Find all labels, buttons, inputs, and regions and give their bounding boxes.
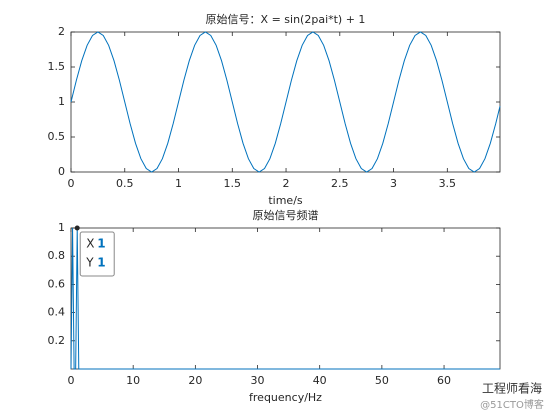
y-tick-label: 1 <box>58 221 65 234</box>
x-tick-label: 1 <box>175 177 182 190</box>
y-tick-label: 0 <box>58 165 65 178</box>
x-tick-label: 0.5 <box>116 177 134 190</box>
datatip-box <box>79 231 115 277</box>
y-tick-label: 0.6 <box>48 277 66 290</box>
x-tick-label: 40 <box>313 374 327 387</box>
x-tick-label: 60 <box>437 374 451 387</box>
x-tick-label: 50 <box>375 374 389 387</box>
watermark: 工程师看海 <box>482 381 542 396</box>
y-tick-label: 0.4 <box>48 306 66 319</box>
datatip-label: Y <box>85 256 94 270</box>
datatip-marker <box>74 225 80 231</box>
y-tick-label: 0.5 <box>48 130 66 143</box>
axes <box>70 31 501 173</box>
y-tick-label: 0.8 <box>48 249 66 262</box>
chart-title: 原始信号频谱 <box>253 208 319 222</box>
datatip-value: 1 <box>97 256 105 270</box>
x-tick-label: 0 <box>68 374 75 387</box>
watermark: @51CTO博客 <box>480 398 544 411</box>
x-tick-label: 3 <box>390 177 397 190</box>
x-axis-label: frequency/Hz <box>249 391 322 404</box>
data-line <box>70 227 500 370</box>
datatip: X 1Y 1 <box>79 231 115 277</box>
x-tick-label: 20 <box>188 374 202 387</box>
y-tick-label: 1.5 <box>48 60 66 73</box>
x-tick-label: 10 <box>126 374 140 387</box>
x-tick-label: 30 <box>251 374 265 387</box>
x-tick-label: 2 <box>283 177 290 190</box>
chart-title: 原始信号：X = sin(2pai*t) + 1 <box>206 12 366 26</box>
x-axis-label: time/s <box>268 194 303 207</box>
x-tick-label: 2.5 <box>331 177 349 190</box>
datatip-value: 1 <box>97 237 105 251</box>
y-tick-label: 1 <box>58 95 65 108</box>
datatip-label: X <box>86 237 94 251</box>
x-tick-label: 3.5 <box>439 177 457 190</box>
axes <box>70 227 501 370</box>
x-tick-label: 0 <box>68 177 75 190</box>
y-tick-label: 0.2 <box>48 334 66 347</box>
data-line <box>70 31 501 173</box>
x-tick-label: 1.5 <box>224 177 242 190</box>
y-tick-label: 2 <box>58 25 65 38</box>
